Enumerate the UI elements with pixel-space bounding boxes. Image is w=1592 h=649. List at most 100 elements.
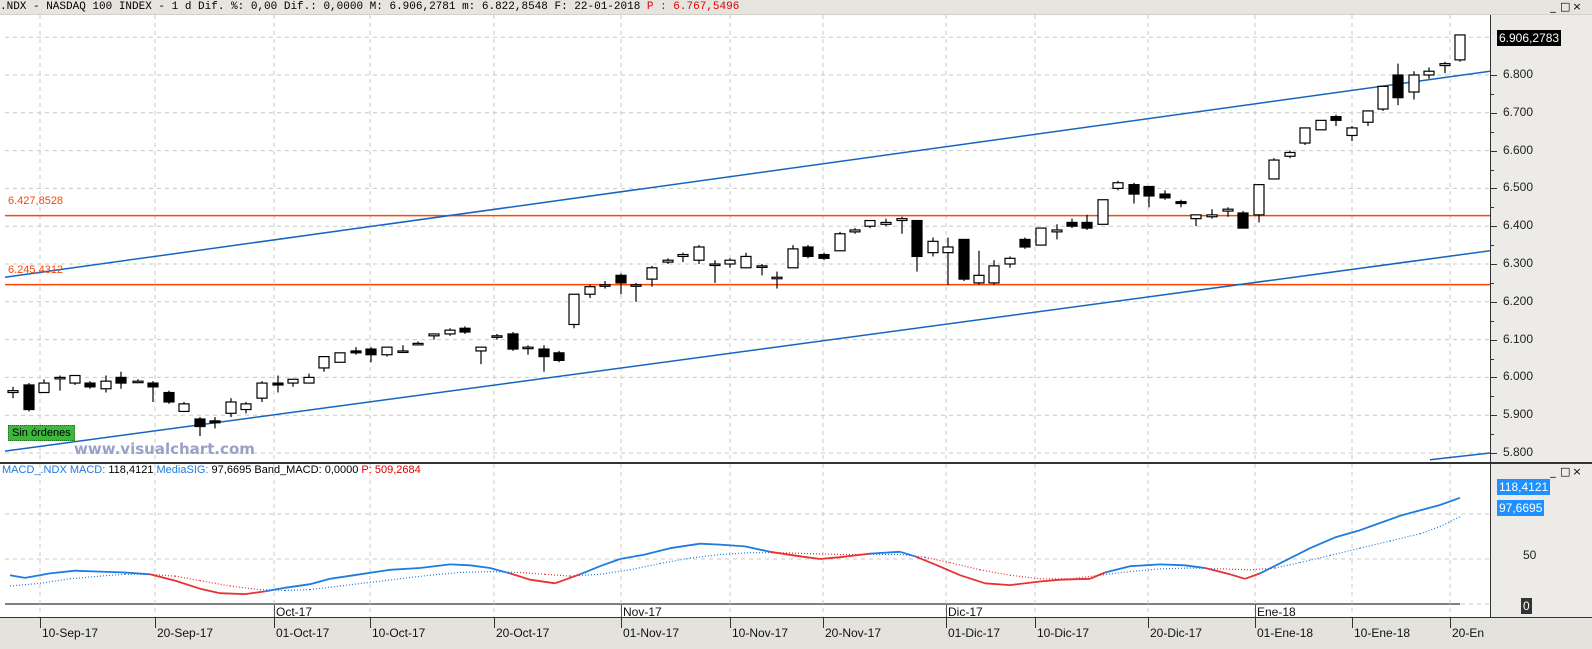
candle (1408, 71, 1420, 100)
candle (802, 245, 814, 259)
macd-legend-macd-value: 118,4121 (108, 464, 154, 476)
candle (287, 378, 299, 387)
price-tick (1491, 150, 1497, 152)
candle (662, 258, 674, 264)
candle (849, 228, 861, 234)
minimize-icon[interactable]: _ (1550, 0, 1558, 13)
candle (834, 231, 846, 252)
candle (194, 417, 206, 436)
candle (147, 381, 159, 402)
panel-divider[interactable] (0, 462, 1592, 464)
date-label: 20-Nov-17 (825, 626, 882, 640)
candle (397, 345, 409, 354)
candle (864, 219, 876, 229)
macd-legend-p: P: 509,2684 (361, 464, 421, 476)
order-status-badge[interactable]: Sin órdenes (8, 425, 75, 441)
date-label: 01-Oct-17 (276, 626, 330, 640)
candle (69, 374, 81, 385)
price-tick-label: 6.300 (1503, 256, 1534, 270)
macd-legend-band-value: 0,0000 (324, 464, 359, 476)
candle (459, 326, 471, 334)
macd-panel[interactable] (0, 464, 1490, 617)
candle (756, 264, 768, 276)
candle (1362, 110, 1374, 127)
candle (475, 346, 487, 365)
candle (225, 398, 237, 418)
price-tick (1491, 75, 1497, 76)
candle (334, 352, 346, 363)
candle (677, 252, 689, 263)
candle (318, 356, 330, 372)
hline-lower-label: 6.245,4312 (8, 264, 64, 276)
candle (709, 260, 721, 283)
maximize-icon[interactable]: □ (1560, 465, 1573, 478)
candle (599, 281, 611, 289)
candle (568, 293, 580, 329)
minimize-icon[interactable]: _ (1550, 465, 1558, 478)
date-label: 01-Ene-18 (1257, 626, 1314, 640)
price-tick (1491, 264, 1497, 265)
candle (1175, 199, 1187, 208)
hline-upper-label: 6.427,8528 (8, 195, 64, 207)
candle (1019, 237, 1031, 249)
candle (942, 237, 954, 285)
macd-value-label: 118,4121 (1497, 479, 1551, 495)
date-label: 01-Dic-17 (948, 626, 1001, 640)
signal-value-label: 97,6695 (1497, 500, 1545, 516)
candle (491, 333, 503, 340)
date-axis[interactable]: 10-Sep-17 20-Sep-17 01-Oct-17 10-Oct-17 20-O… (0, 617, 1592, 649)
price-axis[interactable]: 6.800 6.700 6.600 6.500 6.400 6.300 6.200 6.100… (1490, 15, 1592, 473)
candle (7, 386, 19, 399)
candle (115, 371, 127, 389)
candle (100, 375, 112, 393)
close-icon[interactable]: × (1572, 0, 1584, 13)
candle (1330, 114, 1342, 127)
date-label: 20-Dic-17 (1150, 626, 1203, 640)
candle (412, 341, 424, 346)
date-label: 10-Nov-17 (732, 626, 789, 640)
macd-legend-name: MACD_.NDX (2, 464, 67, 476)
candle (507, 332, 519, 351)
candle (538, 345, 550, 372)
price-tick (1491, 301, 1497, 303)
candle (1128, 182, 1140, 204)
price-tick-label: 6.800 (1503, 67, 1534, 81)
close-icon[interactable]: × (1572, 465, 1584, 478)
candle (350, 347, 362, 355)
candle (23, 383, 35, 412)
date-label: 20-Sep-17 (157, 626, 214, 640)
candle (584, 284, 596, 299)
candle (880, 218, 892, 227)
candle (787, 245, 799, 269)
candle (428, 333, 440, 340)
macd-legend-sig-value: 97,6695 (211, 464, 252, 476)
candle (646, 265, 658, 287)
date-label: 10-Dic-17 (1037, 626, 1090, 640)
p-value: P : 6.767,5496 (646, 1, 740, 13)
candle (553, 350, 565, 363)
candle (1112, 180, 1124, 191)
price-tick (1491, 188, 1497, 190)
date-label: 20-En (1452, 626, 1485, 640)
price-panel[interactable] (0, 15, 1491, 462)
candle (84, 381, 96, 389)
date-label: 01-Nov-17 (623, 626, 680, 640)
macd-legend-band-label: Band_MACD: (254, 464, 322, 476)
maximize-icon[interactable]: □ (1560, 0, 1573, 13)
candle (1206, 209, 1218, 219)
price-tick-label: 6.700 (1503, 104, 1534, 119)
macd-window-buttons: _ □× (1548, 465, 1584, 478)
candle (522, 345, 534, 355)
candle (740, 252, 752, 269)
month-label: Oct-17 (276, 605, 313, 619)
date-label: 10-Ene-18 (1354, 626, 1411, 640)
price-tick-label: 6.000 (1503, 369, 1534, 384)
candle (693, 245, 705, 264)
month-label: Ene-18 (1257, 605, 1296, 619)
symbol-info: .NDX - NASDAQ 100 INDEX - 1 d Dif. %: 0,… (0, 1, 647, 13)
candle (1004, 256, 1016, 268)
candle (209, 417, 221, 429)
candlestick-chart (4, 15, 1491, 462)
price-tick (1491, 415, 1497, 417)
price-tick-label: 6.600 (1503, 142, 1534, 157)
